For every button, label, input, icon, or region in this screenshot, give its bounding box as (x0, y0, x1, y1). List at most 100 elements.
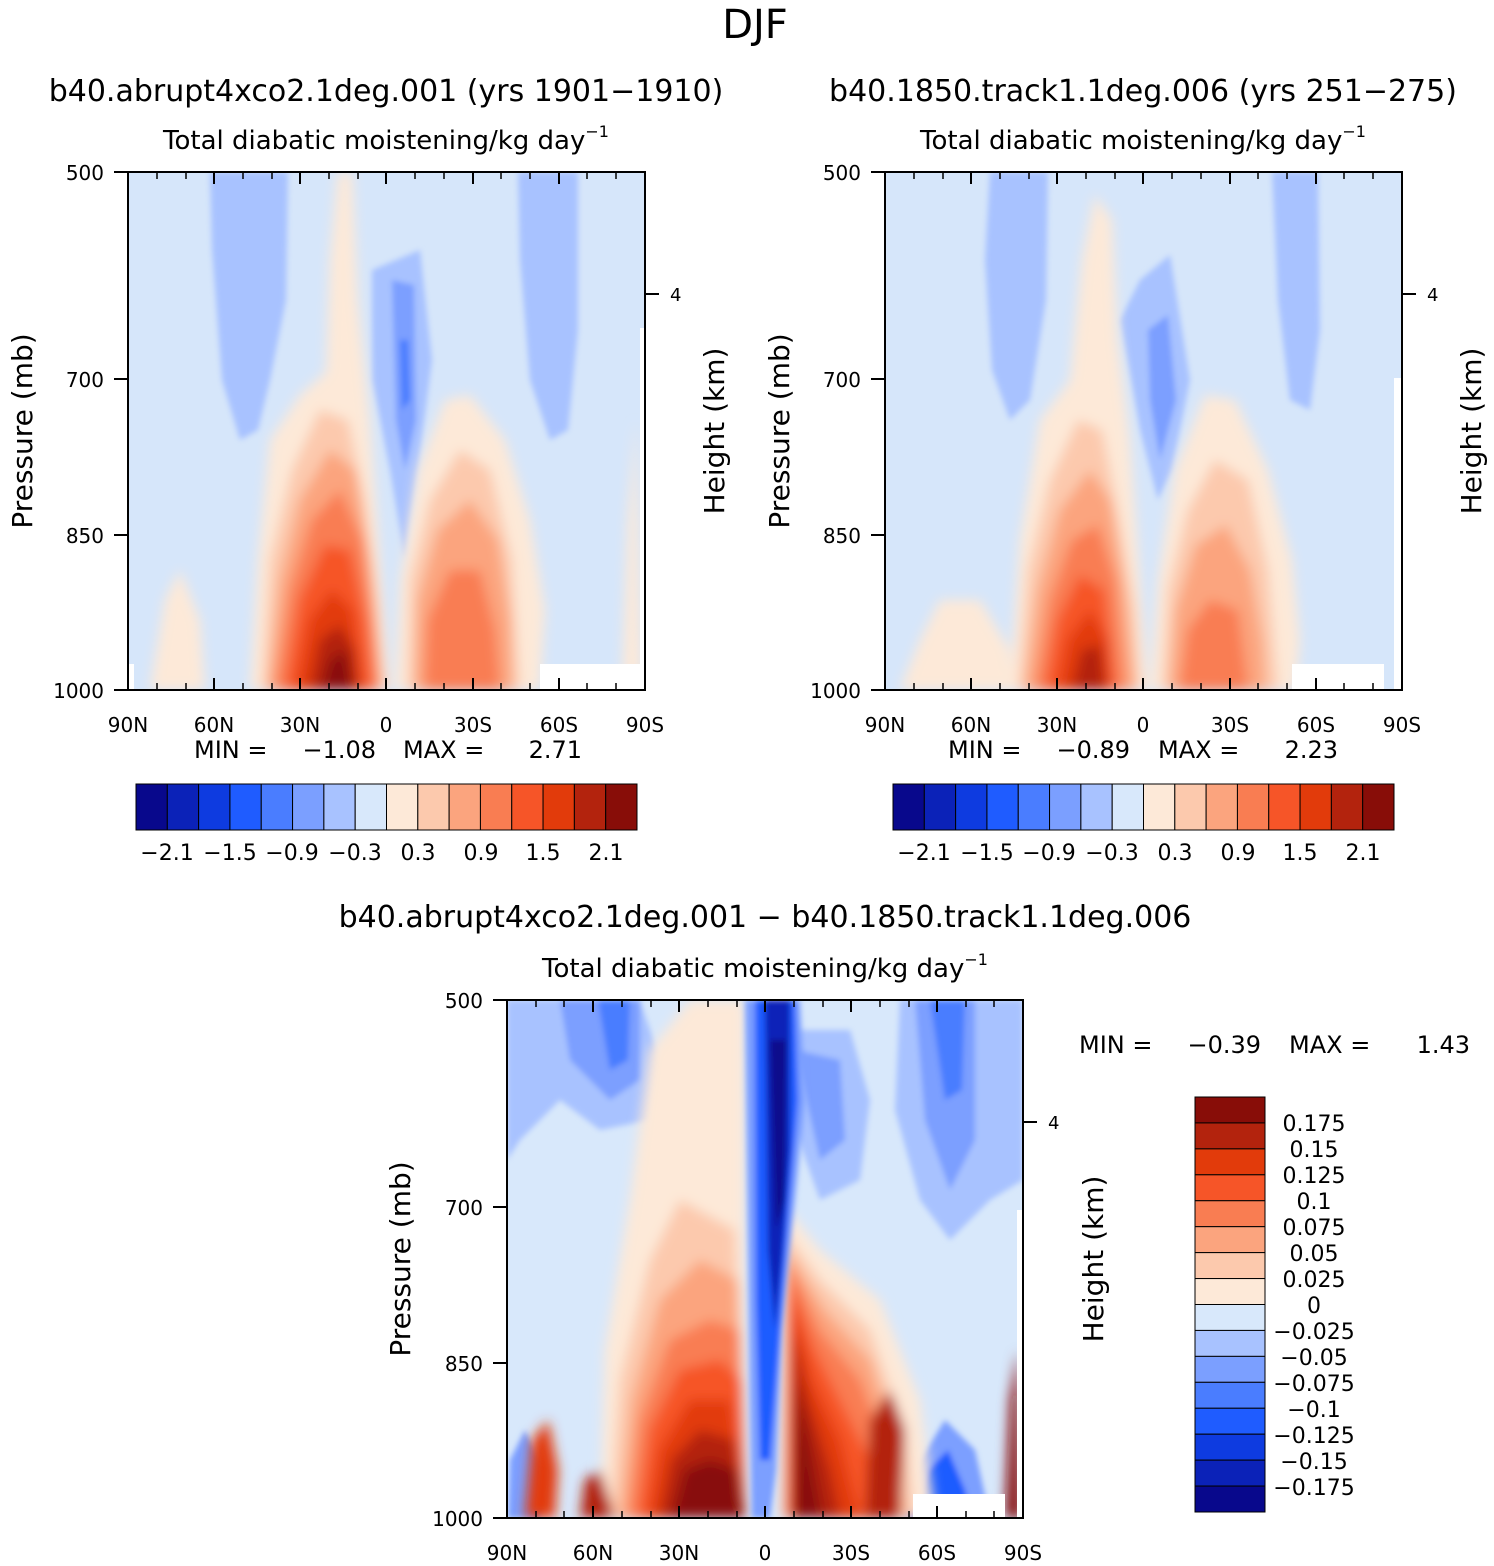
positive-regions (525, 1000, 1022, 1518)
y-axis-label: Pressure (mb) (384, 1161, 417, 1356)
colorbar (1194, 1096, 1266, 1513)
panel-subtitle: Total diabatic moistening/kg day−1 (919, 122, 1366, 156)
y-tick-label: 700 (445, 1196, 483, 1220)
colorbar-swatch (386, 783, 419, 831)
colorbar-labels: −2.1 −1.5 −0.9 −0.3 0.3 0.9 1.5 2.1 (897, 841, 1380, 866)
colorbar-swatch (892, 783, 925, 831)
y-ticks (114, 171, 659, 691)
max-value: 2.71 (529, 736, 582, 764)
colorbar-label: 0.1 (1297, 1190, 1332, 1215)
x-tick-label: 30S (832, 1541, 870, 1565)
neg-core-inner (1148, 315, 1176, 460)
colorbar-swatch (323, 783, 356, 831)
colorbar-swatch (417, 783, 450, 831)
x-tick-label: 90N (865, 713, 905, 737)
y-tick-label: 500 (66, 161, 104, 185)
colorbar-swatch (479, 783, 513, 831)
y-tick-label: 850 (66, 524, 104, 548)
y-tick-label: 850 (445, 1352, 483, 1376)
panel-subtitle: Total diabatic moistening/kg day−1 (541, 950, 988, 984)
min-label: MIN = (194, 736, 267, 764)
y-tick-labels: 500 700 850 1000 (53, 161, 104, 703)
x-minor-ticks (913, 172, 1374, 690)
colorbar-swatch (1194, 1329, 1266, 1357)
missing-data-patch (128, 664, 134, 690)
colorbar-swatch (1194, 1355, 1266, 1383)
min-value: −0.89 (1056, 736, 1130, 764)
colorbar-swatch (573, 783, 607, 831)
x-tick-label: 60S (918, 1541, 956, 1565)
right-tick-label: 4 (1427, 285, 1438, 306)
min-value: −1.08 (302, 736, 376, 764)
colorbar-swatch (135, 783, 168, 831)
missing-data-patch (1292, 664, 1384, 690)
colorbar-swatch (354, 783, 387, 831)
positive-regions (900, 195, 1300, 690)
y-tick-label: 850 (823, 524, 861, 548)
heatmap-field (885, 172, 1402, 690)
min-label: MIN = (948, 736, 1021, 764)
x-tick-label: 0 (1137, 713, 1150, 737)
panel-title: b40.abrupt4xco2.1deg.001 (yrs 1901−1910) (49, 74, 724, 109)
y-tick-label: 1000 (810, 679, 861, 703)
x-tick-label: 30S (1211, 713, 1249, 737)
pos-lower-nh-a (525, 1420, 558, 1518)
colorbar-swatch (1194, 1278, 1266, 1305)
colorbar-label: −0.05 (1280, 1346, 1347, 1371)
colorbar-label: −0.175 (1273, 1476, 1354, 1501)
colorbar-swatch (923, 783, 957, 831)
colorbar-swatch (1268, 783, 1301, 831)
colorbar-label: −0.125 (1273, 1424, 1354, 1449)
pos-lower-nh-b (580, 1470, 615, 1518)
pos-nh-7 (1072, 645, 1106, 690)
min-max-readout: MIN = −1.08 MAX = 2.71 (194, 736, 582, 764)
colorbar-label: 1.5 (526, 841, 561, 866)
y-tick-label: 500 (445, 989, 483, 1013)
missing-data-patch (540, 664, 640, 690)
pos-polar-n (900, 600, 1012, 690)
pos-sh-4 (1180, 600, 1248, 690)
negative-regions (507, 1000, 1023, 1518)
colorbar-labels: −2.1 −1.5 −0.9 −0.3 0.3 0.9 1.5 2.1 (140, 841, 623, 866)
panel-difference: b40.abrupt4xco2.1deg.001 − b40.1850.trac… (339, 900, 1470, 1565)
panel-title: b40.1850.track1.1deg.006 (yrs 251−275) (829, 74, 1457, 109)
colorbar-swatch (292, 783, 325, 831)
neg-upper-nh-3 (598, 1000, 630, 1070)
x-tick-label: 30N (280, 713, 320, 737)
colorbar-swatch (1194, 1485, 1266, 1513)
colorbar-label: 0.05 (1290, 1242, 1339, 1267)
y-axis-label: Pressure (mb) (6, 333, 39, 528)
colorbar-swatch (260, 783, 294, 831)
colorbar-swatch (1236, 783, 1270, 831)
neg-core-deep (400, 340, 410, 410)
right-tick-label: 4 (670, 285, 681, 306)
x-tick-label: 60S (540, 713, 578, 737)
x-tick-label: 30N (659, 1541, 699, 1565)
colorbar-label: −2.1 (897, 841, 950, 866)
colorbar-swatch (1330, 783, 1364, 831)
colorbar-swatch (1143, 783, 1176, 831)
x-minor-ticks (535, 1000, 995, 1518)
colorbar-swatch (986, 783, 1019, 831)
right-axis-label: Height (km) (698, 348, 731, 515)
x-tick-label: 90S (1383, 713, 1421, 737)
colorbar-label: −1.5 (203, 841, 256, 866)
max-label: MAX = (1158, 736, 1239, 764)
colorbar-label: 0.175 (1283, 1112, 1346, 1137)
neg-mid-sh-2 (795, 1050, 845, 1160)
missing-data-patch (1394, 378, 1402, 690)
pos-nh-8 (322, 650, 352, 690)
right-axis-label: Height (km) (1077, 1176, 1110, 1343)
colorbar-swatch (1194, 1122, 1266, 1150)
colorbar-swatch (1049, 783, 1082, 831)
colorbar-swatch (1194, 1381, 1266, 1409)
neg-plume-60N (985, 172, 1048, 420)
colorbar-label: 0.3 (401, 841, 436, 866)
pos-polar-s (622, 420, 642, 690)
colorbar-swatch (1362, 783, 1395, 831)
max-label: MAX = (403, 736, 484, 764)
x-major-ticks (884, 172, 1403, 690)
x-tick-label: 60N (573, 1541, 613, 1565)
panel-top-left: b40.abrupt4xco2.1deg.001 (yrs 1901−1910)… (6, 74, 731, 866)
pos-lower-sh-core (865, 1390, 905, 1518)
